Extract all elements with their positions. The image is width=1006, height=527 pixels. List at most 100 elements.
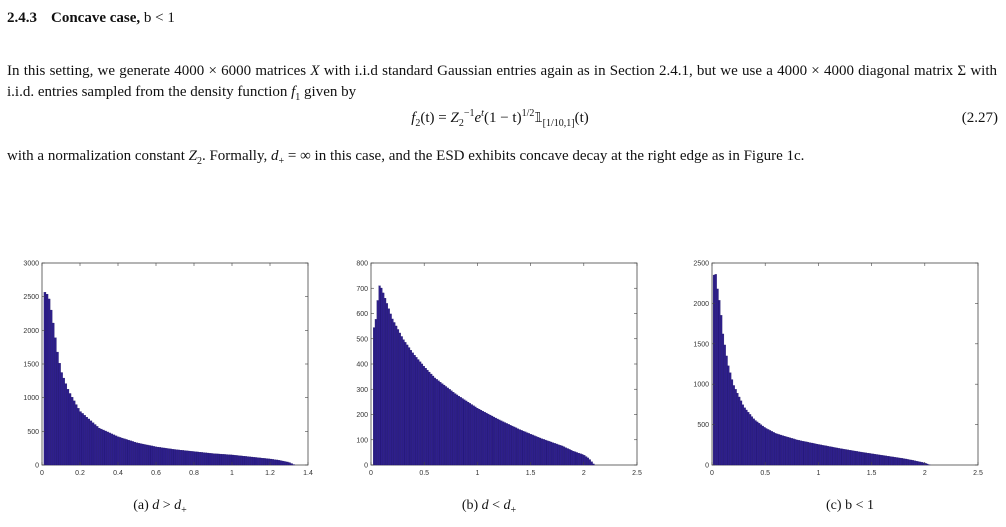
y-tick-label: 600 xyxy=(356,311,368,318)
text-run: with i.i.d. entries sampled from the den… xyxy=(7,63,997,100)
histogram-bar xyxy=(52,322,55,466)
histogram-bar xyxy=(139,443,143,466)
y-tick-label: 0 xyxy=(705,463,709,470)
histogram-bar xyxy=(146,444,149,466)
y-tick-label: 300 xyxy=(356,387,368,394)
histogram-bar xyxy=(175,449,178,466)
histogram-bar xyxy=(579,453,582,466)
histogram-bar xyxy=(250,456,254,466)
histogram-bar xyxy=(450,390,453,466)
histogram-bar xyxy=(729,372,732,466)
text-run: diagonal matrix xyxy=(853,63,958,79)
histogram-bar xyxy=(859,451,862,466)
histogram-bar xyxy=(540,438,543,466)
histogram-bar xyxy=(749,414,752,466)
histogram-bar xyxy=(886,455,889,466)
x-tick-label: 1.5 xyxy=(867,470,877,477)
histogram-bar xyxy=(881,455,884,466)
histogram-bar xyxy=(100,428,103,466)
histogram-bar xyxy=(413,355,416,466)
histogram-bar xyxy=(877,454,880,466)
histogram-bar xyxy=(538,437,542,466)
histogram-bar xyxy=(273,459,277,466)
math-sup: −1 xyxy=(463,108,475,119)
histogram-bar xyxy=(121,437,124,466)
histogram-bar xyxy=(110,433,113,466)
histogram-bar xyxy=(503,422,507,466)
histogram-bar xyxy=(463,399,466,466)
math-z: Z xyxy=(188,148,197,164)
y-tick-label: 0 xyxy=(364,463,368,470)
histogram-bar xyxy=(498,419,501,466)
math-sub: [1/10,1] xyxy=(542,118,575,129)
histogram-bar xyxy=(910,459,913,466)
histogram-bar xyxy=(409,350,412,466)
histogram-bar xyxy=(156,446,159,466)
histogram-bar xyxy=(58,363,61,466)
histogram-bar xyxy=(792,438,795,466)
x-tick-label: 2.5 xyxy=(973,470,983,477)
histogram-bar xyxy=(478,409,481,466)
histogram-bar xyxy=(734,389,737,466)
histogram-bar xyxy=(437,380,440,466)
histogram-bar xyxy=(550,441,553,466)
histogram-bar xyxy=(926,463,929,466)
math-d: d xyxy=(481,498,489,513)
histogram-bar xyxy=(404,342,407,466)
histogram-bar xyxy=(441,383,444,466)
histogram-bar xyxy=(542,439,545,466)
histogram-bar xyxy=(524,431,527,466)
histogram-bar xyxy=(87,418,91,466)
y-tick-label: 3000 xyxy=(23,261,39,268)
histogram-bar xyxy=(794,439,797,466)
histogram-bar xyxy=(254,457,258,466)
histogram-bar xyxy=(452,392,455,466)
histogram-bar xyxy=(826,446,829,466)
histogram-bar xyxy=(750,416,753,466)
math-sub: 2 xyxy=(415,118,421,129)
math-f: f xyxy=(411,110,416,126)
histogram-bar xyxy=(385,303,389,466)
x-tick-label: 1 xyxy=(475,470,479,477)
histogram-bar xyxy=(284,461,287,466)
histogram-bar xyxy=(500,420,503,466)
histogram-bar xyxy=(590,461,593,466)
histogram-bar xyxy=(160,447,164,466)
x-tick-label: 0 xyxy=(369,470,373,477)
histogram-bar xyxy=(164,448,168,466)
histogram-bar xyxy=(50,309,53,466)
y-tick-label: 400 xyxy=(356,362,368,369)
histogram-bar xyxy=(805,441,808,466)
histogram-bar xyxy=(531,434,534,466)
histogram-bar xyxy=(559,445,562,466)
histogram-bar xyxy=(492,416,495,466)
histogram-bar xyxy=(129,440,132,466)
histogram-bar xyxy=(772,432,775,466)
math-f: f xyxy=(291,83,296,100)
histogram-bar xyxy=(844,449,848,466)
histogram-bar xyxy=(511,425,514,466)
histogram-bar xyxy=(873,454,876,466)
text-run: matrices xyxy=(251,63,311,79)
histogram-bar xyxy=(745,409,748,466)
math-sub: 1 xyxy=(295,91,301,103)
x-tick-label: 0.4 xyxy=(113,470,123,477)
y-tick-label: 1000 xyxy=(23,395,39,402)
histogram-bar xyxy=(787,437,790,466)
histogram-bar xyxy=(66,389,70,466)
histogram-bar xyxy=(144,444,147,466)
histogram-bar xyxy=(75,404,78,466)
histogram-bar xyxy=(114,435,118,466)
histogram-bar xyxy=(135,442,139,466)
histogram-bar xyxy=(902,458,905,466)
histogram-bar xyxy=(529,434,532,466)
histogram-bar xyxy=(485,412,488,466)
histogram-bar xyxy=(522,430,525,466)
histogram-bar xyxy=(758,423,761,466)
histogram-bar xyxy=(83,415,86,466)
math-sub: + xyxy=(510,504,517,516)
math-sigma: Σ xyxy=(957,63,967,79)
histogram-bar xyxy=(723,344,726,466)
histogram-bar xyxy=(908,459,911,466)
histogram-bar xyxy=(116,436,120,466)
